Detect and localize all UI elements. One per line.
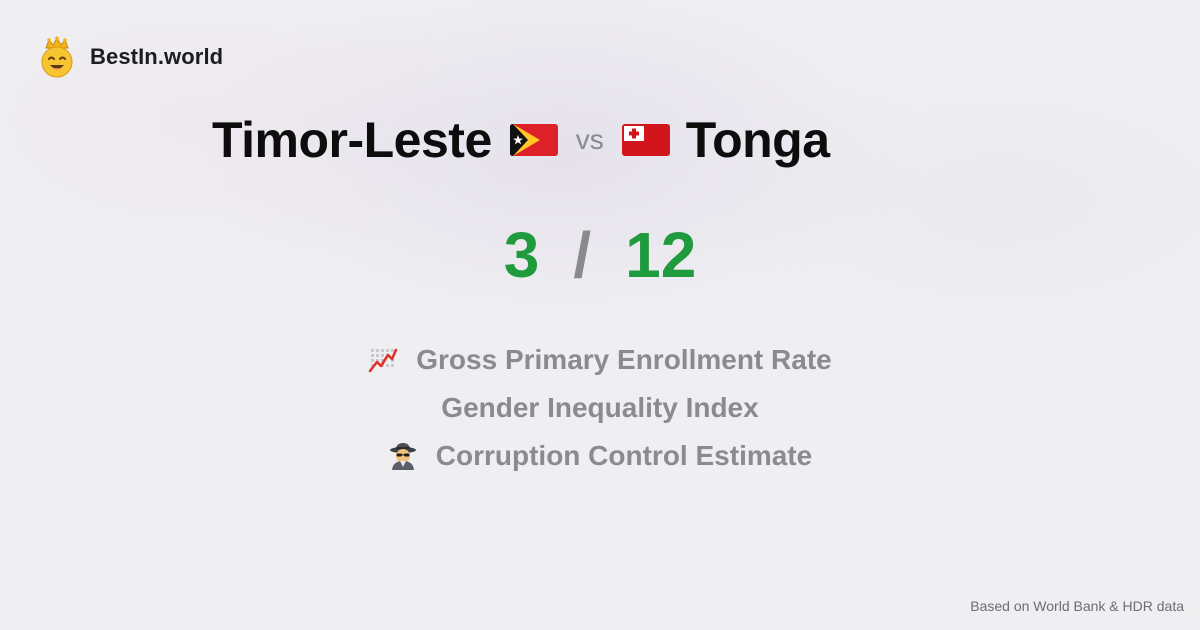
left-country-name: Timor-Leste xyxy=(212,112,492,168)
vs-separator: vs xyxy=(575,124,604,155)
chart-increasing-icon xyxy=(368,348,398,373)
data-source-note: Based on World Bank & HDR data xyxy=(970,598,1184,614)
right-country-name: Tonga xyxy=(685,112,830,168)
comparison-title: Timor-Leste vs Tonga xyxy=(212,108,830,172)
metric-label: Gross Primary Enrollment Rate xyxy=(416,344,832,375)
detective-icon xyxy=(389,443,416,470)
metric-item: Corruption Control Estimate xyxy=(388,432,812,480)
right-score: 12 xyxy=(625,219,697,291)
timor-leste-flag-icon xyxy=(509,124,558,156)
metric-label: Corruption Control Estimate xyxy=(435,440,813,471)
brand-name: BestIn.world xyxy=(90,44,224,69)
metric-label: Gender Inequality Index xyxy=(441,392,759,423)
metric-item: Gender Inequality Index xyxy=(441,384,758,432)
metrics-list: Gross Primary Enrollment Rate Gender Ine… xyxy=(0,336,1200,480)
brand-link[interactable]: BestIn.world xyxy=(38,36,223,78)
metric-item: Gross Primary Enrollment Rate xyxy=(368,336,832,384)
score: 3 / 12 xyxy=(0,218,1200,292)
left-score: 3 xyxy=(503,219,540,291)
tonga-flag-icon xyxy=(621,124,670,156)
crowned-smiley-icon xyxy=(41,36,73,78)
score-separator: / xyxy=(573,219,592,291)
